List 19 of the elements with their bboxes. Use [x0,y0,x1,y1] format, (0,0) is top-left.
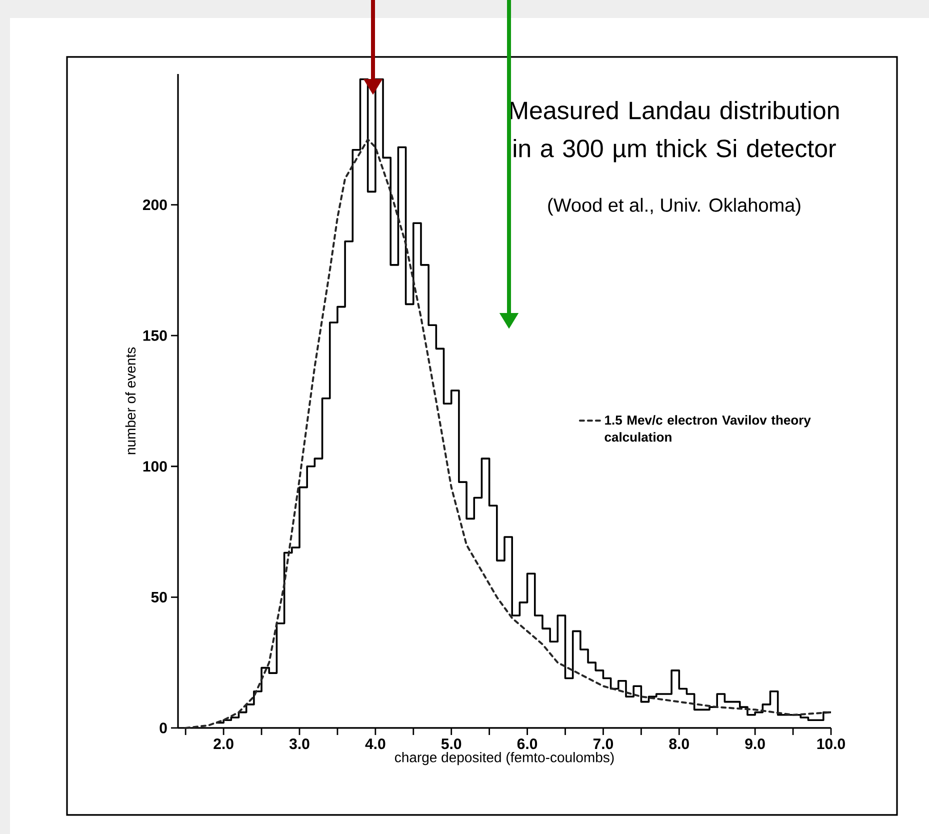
y-tick-label: 0 [160,722,167,734]
x-tick-label: 10.0 [817,738,845,750]
x-tick-label: 6.0 [517,738,538,750]
text: (Wood et al., Univ. Oklahoma) [548,198,800,216]
y-tick-label: 50 [151,592,167,602]
y-axis-title: number of events [125,347,136,454]
x-tick-label: 4.0 [365,738,386,750]
y-tick-label: 100 [143,461,167,472]
x-tick-label: 2.0 [214,738,234,750]
x-tick-label: 9.0 [745,738,765,750]
y-tick-label: 150 [143,330,167,341]
y-tick-label: 200 [142,199,167,210]
x-tick-label: 7.0 [593,738,614,750]
x-tick-label: 8.0 [669,738,689,750]
x-tick-label: 3.0 [289,738,310,750]
text: Measured Landau distribution in a 300 µm thick Si detector [510,100,839,162]
x-tick-label: 5.0 [441,738,462,750]
legend-label: 1.5 Mev/c electron Vavilov theory calculation [604,415,811,442]
x-axis-title: charge deposited (femto-coulombs) [394,752,614,766]
